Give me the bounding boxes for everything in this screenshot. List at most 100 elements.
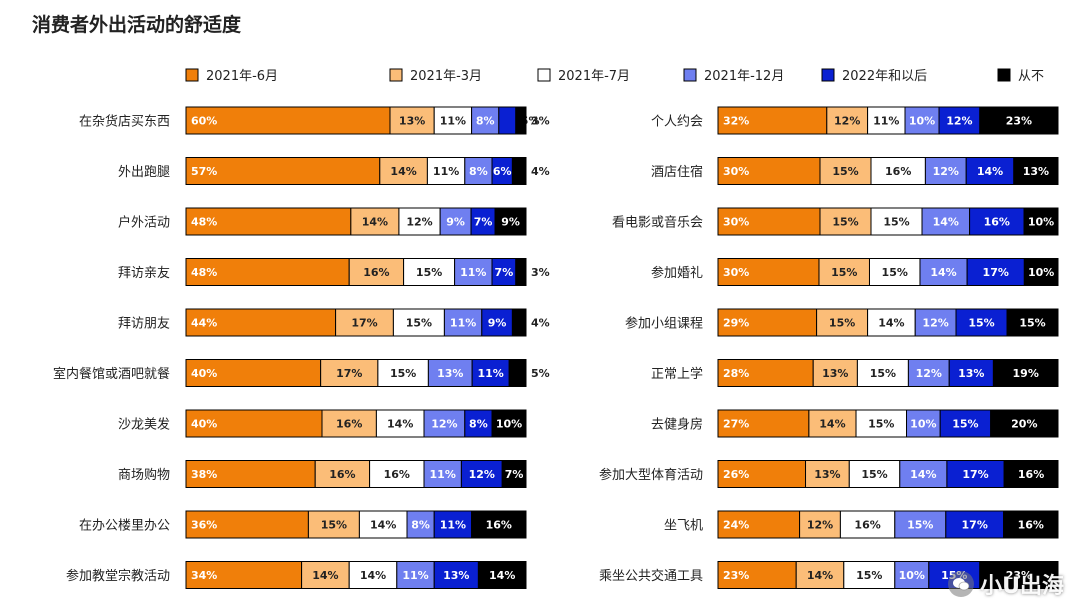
data-label: 8% bbox=[411, 519, 430, 532]
data-label: 14% bbox=[387, 418, 413, 431]
bar-segment bbox=[501, 460, 527, 488]
bar-segment bbox=[1003, 510, 1059, 539]
data-label: 32% bbox=[723, 115, 749, 128]
data-label: 14% bbox=[360, 569, 386, 582]
bar-segment bbox=[389, 106, 435, 135]
data-label: 12% bbox=[834, 115, 860, 128]
data-label: 16% bbox=[486, 519, 512, 532]
category-label: 去健身房 bbox=[651, 417, 703, 433]
data-label: 15% bbox=[832, 216, 858, 229]
data-label: 16% bbox=[384, 468, 410, 481]
bar-segment bbox=[471, 510, 527, 539]
category-label: 参加小组课程 bbox=[625, 316, 703, 332]
data-label: 15% bbox=[952, 418, 978, 431]
data-label: 11% bbox=[873, 115, 899, 128]
data-label: 14% bbox=[910, 468, 936, 481]
bar-segment bbox=[498, 106, 517, 135]
data-label: 60% bbox=[191, 115, 217, 128]
category-label: 参加婚礼 bbox=[651, 265, 703, 281]
bar-segment bbox=[433, 510, 473, 539]
data-label: 3% bbox=[531, 266, 550, 279]
data-label: 14% bbox=[930, 266, 956, 279]
data-label: 15% bbox=[907, 519, 933, 532]
category-label: 拜访亲友 bbox=[118, 265, 170, 281]
data-label: 16% bbox=[336, 418, 362, 431]
bar-segment bbox=[979, 561, 1059, 589]
bar-segment bbox=[1023, 207, 1059, 236]
bar-segment bbox=[894, 561, 930, 589]
category-label: 户外活动 bbox=[118, 215, 170, 231]
data-label: 9% bbox=[446, 216, 465, 229]
data-label: 13% bbox=[399, 115, 425, 128]
data-label: 13% bbox=[437, 367, 463, 380]
data-label: 40% bbox=[191, 418, 217, 431]
data-label: 15% bbox=[882, 266, 908, 279]
data-label: 14% bbox=[390, 165, 416, 178]
category-label: 坐飞机 bbox=[664, 519, 703, 534]
bar-segment bbox=[979, 106, 1059, 135]
bar-segment bbox=[375, 409, 425, 438]
bar-segment bbox=[969, 207, 1025, 236]
bar-segment bbox=[433, 561, 479, 589]
data-label: 28% bbox=[723, 367, 749, 380]
data-label: 11% bbox=[430, 468, 456, 481]
data-label: 17% bbox=[962, 519, 988, 532]
data-label: 16% bbox=[885, 165, 911, 178]
bar-segment bbox=[795, 561, 845, 589]
bar-segment bbox=[398, 207, 441, 236]
bar-segment bbox=[717, 106, 828, 135]
legend-swatch bbox=[821, 68, 835, 82]
bar-segment bbox=[443, 308, 483, 337]
data-label: 15% bbox=[868, 418, 894, 431]
data-label: 7% bbox=[474, 216, 493, 229]
bar-segment bbox=[185, 359, 322, 387]
data-label: 10% bbox=[909, 115, 935, 128]
data-label: 23% bbox=[1006, 115, 1032, 128]
bar-segment bbox=[185, 308, 337, 337]
legend-label: 2021年-6月 bbox=[206, 69, 278, 84]
bar-segment bbox=[491, 409, 527, 438]
legend-label: 2021年-3月 bbox=[410, 69, 482, 84]
data-label: 12% bbox=[946, 115, 972, 128]
bar-segment bbox=[945, 510, 1005, 539]
bar-segment bbox=[494, 207, 527, 236]
bar-segment bbox=[471, 359, 510, 387]
data-label: 10% bbox=[899, 569, 925, 582]
bar-segment bbox=[477, 561, 527, 589]
data-label: 9% bbox=[501, 216, 520, 229]
data-label: 11% bbox=[460, 266, 486, 279]
data-label: 15% bbox=[321, 519, 347, 532]
bar-segment bbox=[350, 207, 400, 236]
bar-segment bbox=[717, 561, 797, 589]
bar-segment bbox=[348, 258, 405, 286]
category-label: 参加教堂宗教活动 bbox=[66, 568, 170, 584]
bar-segment bbox=[427, 359, 473, 387]
legend-swatch bbox=[683, 68, 697, 82]
data-label: 40% bbox=[191, 367, 217, 380]
data-label: 26% bbox=[723, 468, 749, 481]
legend-swatch bbox=[185, 68, 199, 82]
bar-segment bbox=[946, 460, 1005, 488]
legend-swatch bbox=[389, 68, 403, 82]
data-label: 17% bbox=[351, 317, 377, 330]
data-label: 14% bbox=[819, 418, 845, 431]
bar-segment bbox=[511, 308, 527, 337]
bar-segment bbox=[899, 460, 948, 488]
data-label: 15% bbox=[416, 266, 442, 279]
data-label: 14% bbox=[977, 165, 1003, 178]
bar-segment bbox=[855, 409, 908, 438]
bar-segment bbox=[515, 258, 527, 286]
category-label: 拜访朋友 bbox=[118, 316, 170, 332]
data-label: 15% bbox=[861, 468, 887, 481]
category-label: 在杂货店买东西 bbox=[79, 114, 170, 130]
bar-segment bbox=[856, 359, 909, 387]
bar-segment bbox=[307, 510, 360, 539]
data-label: 24% bbox=[723, 519, 749, 532]
data-label: 15% bbox=[390, 367, 416, 380]
category-label: 室内餐馆或酒吧就餐 bbox=[53, 366, 170, 382]
category-label: 酒店住宿 bbox=[651, 164, 703, 180]
bar-segment bbox=[379, 157, 428, 185]
data-label: 36% bbox=[191, 519, 217, 532]
data-label: 7% bbox=[495, 266, 514, 279]
bar-segment bbox=[335, 308, 394, 337]
